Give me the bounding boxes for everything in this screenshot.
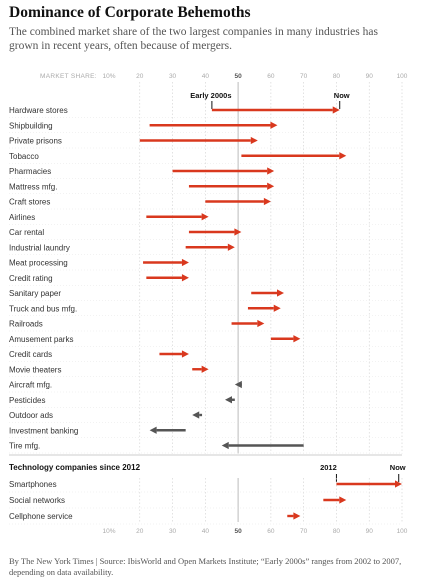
row-arrow-head-13 — [273, 304, 281, 312]
tech-tick-label-20: 20 — [136, 528, 144, 535]
tech-row-label-0: Smartphones — [9, 480, 57, 489]
tech-section-title: Technology companies since 2012 — [9, 463, 141, 472]
top-tick-label-90: 90 — [366, 73, 374, 80]
tech-tick-label-70: 70 — [300, 528, 308, 535]
start-marker-label: Early 2000s — [190, 91, 231, 100]
tech-end-marker-label: Now — [390, 463, 406, 472]
row-label-6: Craft stores — [9, 198, 50, 207]
row-label-10: Meat processing — [9, 259, 68, 268]
end-marker-label: Now — [334, 91, 350, 100]
tech-row-label-1: Social networks — [9, 496, 65, 505]
row-arrow-head-0 — [332, 106, 340, 114]
tech-tick-label-10: 10% — [102, 528, 115, 535]
row-label-3: Tobacco — [9, 152, 39, 161]
row-label-7: Airlines — [9, 213, 35, 222]
top-tick-label-40: 40 — [202, 73, 210, 80]
row-label-22: Tire mfg. — [9, 442, 40, 451]
row-label-1: Shipbuilding — [9, 121, 53, 130]
row-arrow-head-8 — [234, 228, 242, 236]
chart-subtitle: The combined market share of the two lar… — [9, 26, 378, 52]
row-label-8: Car rental — [9, 228, 44, 237]
row-arrow-head-11 — [181, 274, 189, 282]
tech-tick-label-100: 100 — [397, 528, 408, 535]
tech-tick-label-80: 80 — [333, 528, 341, 535]
row-label-20: Outdoor ads — [9, 411, 53, 420]
row-arrow-head-7 — [201, 213, 209, 221]
row-label-19: Pesticides — [9, 396, 45, 405]
row-label-11: Credit rating — [9, 274, 53, 283]
row-arrow-head-5 — [267, 182, 275, 190]
row-label-0: Hardware stores — [9, 106, 68, 115]
top-tick-label-30: 30 — [169, 73, 177, 80]
top-tick-label-20: 20 — [136, 73, 144, 80]
row-label-4: Pharmacies — [9, 167, 51, 176]
tech-tick-label-40: 40 — [202, 528, 210, 535]
source-footer: By The New York Times | Source: IbisWorl… — [9, 556, 402, 577]
row-arrow-head-6 — [263, 197, 271, 206]
tech-tick-label-60: 60 — [267, 528, 275, 535]
tech-row-label-2: Cellphone service — [9, 512, 73, 521]
row-arrow-head-16 — [181, 350, 189, 358]
top-tick-label-10: 10% — [102, 73, 115, 80]
row-arrow-head-20 — [192, 411, 200, 419]
tech-tick-label-50: 50 — [234, 528, 242, 535]
row-label-12: Sanitary paper — [9, 289, 61, 298]
top-tick-label-60: 60 — [267, 73, 275, 80]
row-arrow-head-18 — [234, 380, 242, 389]
top-tick-label-80: 80 — [333, 73, 341, 80]
tech-row-arrow-head-0 — [395, 480, 402, 488]
row-arrow-head-3 — [339, 152, 347, 160]
row-label-17: Movie theaters — [9, 365, 61, 374]
row-arrow-head-12 — [277, 289, 284, 297]
row-arrow-head-21 — [149, 426, 157, 434]
row-label-21: Investment banking — [9, 426, 78, 435]
tech-row-arrow-head-1 — [339, 496, 347, 504]
row-label-2: Private prisons — [9, 137, 62, 146]
row-arrow-head-2 — [250, 136, 258, 145]
tech-start-marker-label: 2012 — [320, 463, 337, 472]
axis-title: MARKET SHARE: — [40, 73, 97, 80]
row-arrow-head-15 — [293, 335, 301, 343]
row-label-9: Industrial laundry — [9, 243, 70, 252]
top-tick-label-50: 50 — [234, 73, 242, 80]
tech-row-arrow-head-2 — [293, 512, 301, 520]
chart-title: Dominance of Corporate Behemoths — [9, 4, 251, 21]
row-label-13: Truck and bus mfg. — [9, 304, 77, 313]
row-label-14: Railroads — [9, 320, 43, 329]
row-arrow-head-4 — [267, 167, 275, 175]
row-arrow-head-10 — [181, 258, 189, 267]
row-arrow-head-22 — [221, 441, 229, 450]
top-tick-label-70: 70 — [300, 73, 308, 80]
tech-tick-label-30: 30 — [169, 528, 177, 535]
row-label-5: Mattress mfg. — [9, 182, 57, 191]
row-arrow-head-1 — [270, 121, 278, 129]
row-arrow-head-9 — [227, 243, 235, 251]
tech-tick-label-90: 90 — [366, 528, 374, 535]
row-arrow-head-17 — [201, 365, 209, 373]
row-label-16: Credit cards — [9, 350, 52, 359]
row-arrow-head-14 — [257, 319, 265, 328]
row-label-18: Aircraft mfg. — [9, 381, 52, 390]
row-arrow-head-19 — [225, 396, 232, 404]
top-tick-label-100: 100 — [397, 73, 408, 80]
row-label-15: Amusement parks — [9, 335, 73, 344]
